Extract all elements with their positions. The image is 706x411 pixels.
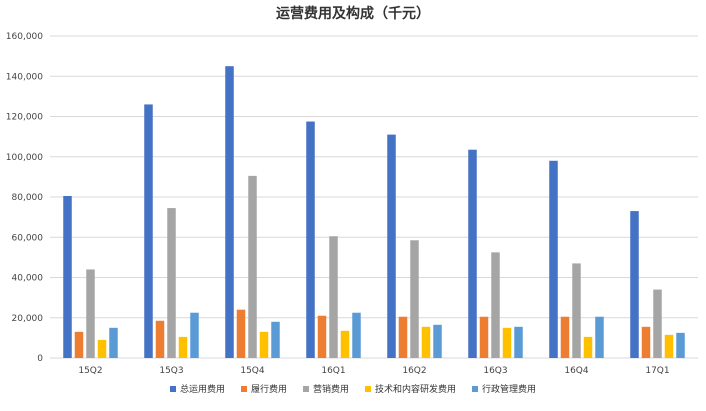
x-tick-label: 16Q2	[402, 366, 426, 376]
bar	[398, 316, 408, 358]
legend-swatch	[472, 386, 478, 392]
bar	[155, 320, 165, 358]
y-tick-label: 140,000	[6, 72, 43, 82]
bar	[560, 316, 570, 358]
bar	[74, 331, 84, 358]
x-tick-label: 16Q4	[564, 366, 589, 376]
x-axis-ticks: 15Q2 15Q3 15Q4 16Q1 16Q2 16Q3 16Q4 17Q1	[78, 366, 669, 376]
bar	[225, 66, 234, 358]
bar	[468, 149, 477, 358]
legend-label: 技术和内容研发费用	[375, 383, 456, 395]
legend-swatch	[241, 386, 247, 392]
legend-label: 总运用费用	[180, 383, 225, 395]
bar	[236, 309, 246, 358]
bar	[178, 336, 188, 358]
bar	[86, 269, 95, 358]
y-tick-label: 160,000	[6, 32, 43, 42]
bar	[144, 104, 153, 358]
bar	[549, 160, 558, 358]
y-tick-label: 100,000	[6, 153, 43, 163]
bar	[109, 327, 118, 358]
bar	[491, 252, 500, 358]
bar	[352, 312, 361, 358]
bar	[479, 316, 489, 358]
y-tick-label: 40,000	[12, 274, 44, 284]
bar	[167, 208, 176, 358]
bar	[271, 321, 280, 358]
bar	[387, 134, 396, 358]
x-tick-label: 15Q4	[240, 366, 265, 376]
legend-label: 营销费用	[313, 383, 349, 395]
bar	[653, 289, 662, 358]
legend-swatch	[170, 386, 176, 392]
bar	[340, 330, 350, 358]
bar	[595, 316, 604, 358]
x-tick-label: 16Q3	[483, 366, 507, 376]
y-tick-label: 20,000	[12, 314, 44, 324]
bar	[514, 326, 523, 358]
y-tick-label: 0	[37, 354, 43, 364]
bar	[248, 175, 257, 358]
bar	[641, 326, 651, 358]
y-tick-label: 60,000	[12, 233, 44, 243]
bar	[421, 326, 431, 358]
legend-swatch	[303, 386, 309, 392]
bar	[630, 211, 639, 358]
legend: 总运用费用 履行费用 营销费用 技术和内容研发费用 行政管理费用	[170, 383, 536, 395]
y-tick-label: 80,000	[12, 193, 44, 203]
legend-label: 履行费用	[251, 383, 287, 395]
bar	[97, 339, 107, 358]
x-tick-label: 16Q1	[321, 366, 345, 376]
bar	[583, 336, 593, 358]
y-tick-label: 120,000	[6, 113, 43, 123]
bar	[572, 263, 581, 358]
x-tick-label: 17Q1	[645, 366, 669, 376]
legend-label: 行政管理费用	[482, 383, 536, 395]
bar	[317, 315, 327, 358]
bar	[664, 334, 674, 358]
bar	[410, 240, 419, 358]
bar	[63, 195, 72, 358]
bar	[306, 121, 315, 358]
bar	[190, 312, 199, 358]
chart-title: 运营费用及构成（千元）	[276, 5, 430, 22]
y-axis-ticks: 0 20,000 40,000 60,000 80,000 100,000 120,000 1…	[6, 32, 43, 364]
bar	[433, 324, 442, 358]
bar	[329, 236, 338, 358]
legend-swatch	[365, 386, 371, 392]
x-tick-label: 15Q3	[159, 366, 183, 376]
bars-layer	[63, 66, 685, 358]
bar	[259, 331, 269, 358]
bar	[676, 332, 685, 358]
x-tick-label: 15Q2	[78, 366, 102, 376]
grid-layer	[50, 35, 698, 359]
bar	[502, 327, 512, 358]
